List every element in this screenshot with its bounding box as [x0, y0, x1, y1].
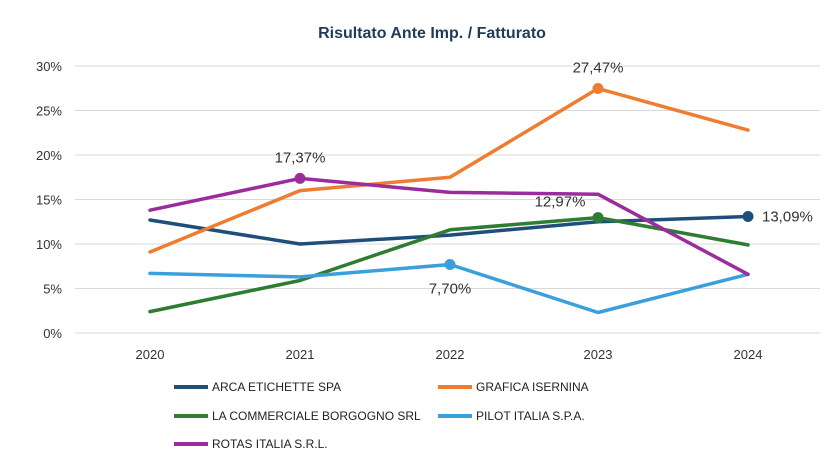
- data-marker: [592, 212, 604, 224]
- y-tick-label: 5%: [43, 282, 62, 297]
- x-tick-label: 2024: [734, 347, 763, 362]
- data-marker: [294, 172, 306, 184]
- data-label: 12,97%: [535, 194, 586, 211]
- x-tick-label: 2020: [136, 347, 165, 362]
- chart-title: Risultato Ante Imp. / Fatturato: [318, 25, 546, 42]
- y-tick-label: 10%: [36, 237, 62, 252]
- data-label: 17,37%: [275, 149, 326, 166]
- data-label: 7,70%: [429, 280, 472, 297]
- x-tick-label: 2021: [286, 347, 315, 362]
- y-axis-ticks: 0% 5% 10% 15% 20% 25% 30%: [36, 59, 62, 341]
- x-axis-ticks: 2020 2021 2022 2023 2024: [136, 347, 763, 362]
- series-line-2: [148, 86, 750, 254]
- x-tick-label: 2023: [584, 347, 613, 362]
- data-marker: [742, 210, 754, 222]
- data-markers: [294, 83, 754, 270]
- legend: ARCA ETICHETTE SPA GRAFICA ISERNINA LA COM…: [174, 380, 589, 451]
- data-labels: 17,37% 27,47% 12,97% 7,70% 13,09%: [275, 60, 813, 298]
- y-tick-label: 30%: [36, 59, 62, 74]
- legend-label: ROTAS ITALIA S.R.L.: [212, 437, 328, 451]
- data-label: 13,09%: [762, 208, 813, 225]
- y-tick-label: 20%: [36, 148, 62, 163]
- legend-label: ARCA ETICHETTE SPA: [212, 380, 341, 394]
- series-line-5: [148, 176, 750, 277]
- series-lines: [148, 86, 750, 315]
- data-marker: [592, 83, 604, 95]
- data-marker: [444, 258, 456, 270]
- legend-label: GRAFICA ISERNINA: [476, 380, 589, 394]
- y-tick-label: 15%: [36, 193, 62, 208]
- y-tick-label: 0%: [43, 326, 62, 341]
- y-tick-label: 25%: [36, 104, 62, 119]
- x-tick-label: 2022: [436, 347, 465, 362]
- data-label: 27,47%: [573, 60, 624, 77]
- legend-label: LA COMMERCIALE BORGOGNO SRL: [212, 409, 421, 423]
- series-line-3: [148, 215, 750, 314]
- legend-label: PILOT ITALIA S.P.A.: [476, 409, 585, 423]
